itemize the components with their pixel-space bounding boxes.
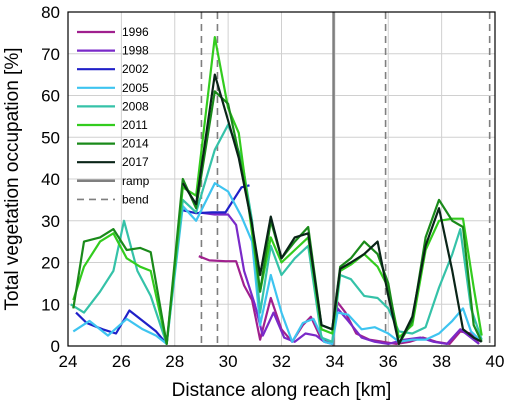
y-tick-label: 40: [41, 170, 60, 189]
y-tick-label: 70: [41, 45, 60, 64]
legend-label-2017: 2017: [122, 155, 149, 169]
y-tick-label: 80: [41, 3, 60, 22]
series-line-2008: [70, 123, 483, 345]
legend-label-2014: 2014: [122, 137, 149, 151]
x-tick-label: 24: [59, 352, 78, 371]
legend-label-ramp: ramp: [122, 174, 150, 188]
y-tick-label: 30: [41, 212, 60, 231]
x-tick-label: 36: [379, 352, 398, 371]
plot-frame: [67, 11, 496, 347]
x-tick-label: 30: [219, 352, 238, 371]
x-tick-label: 26: [112, 352, 131, 371]
legend-label-2002: 2002: [122, 62, 149, 76]
x-tick-label: 34: [325, 352, 344, 371]
y-tick-label: 0: [51, 337, 60, 356]
y-tick-label: 50: [41, 128, 60, 147]
legend-label-1996: 1996: [122, 25, 149, 39]
series-line-2011: [72, 35, 483, 345]
legend: 1996 1998 2002 2005 2008 2011 2014 2017 ramp bend: [77, 25, 150, 206]
y-tick-label: 20: [41, 254, 60, 273]
tick-labels: 24 26 28 30 32 34 36 38 40 0 10 20 30 40 50 60 70 80: [41, 3, 504, 371]
legend-label-bend: bend: [122, 192, 149, 206]
x-tick-label: 40: [486, 352, 505, 371]
x-tick-label: 32: [272, 352, 291, 371]
legend-label-1998: 1998: [122, 44, 149, 58]
series-lines: [70, 35, 483, 345]
legend-label-2008: 2008: [122, 99, 149, 113]
series-line-2005: [72, 182, 483, 345]
y-axis-title: Total vegetation occupation [%]: [2, 47, 23, 310]
reference-lines: [200, 12, 491, 346]
x-tick-label: 28: [165, 352, 184, 371]
series-line-2017: [181, 73, 483, 345]
legend-label-2011: 2011: [122, 118, 148, 132]
series-line-2002-part2: [182, 184, 250, 215]
x-axis-title: Distance along reach [km]: [172, 380, 392, 401]
x-tick-label: 38: [432, 352, 451, 371]
y-tick-label: 60: [41, 87, 60, 106]
y-tick-label: 10: [41, 295, 60, 314]
legend-label-2005: 2005: [122, 81, 149, 95]
